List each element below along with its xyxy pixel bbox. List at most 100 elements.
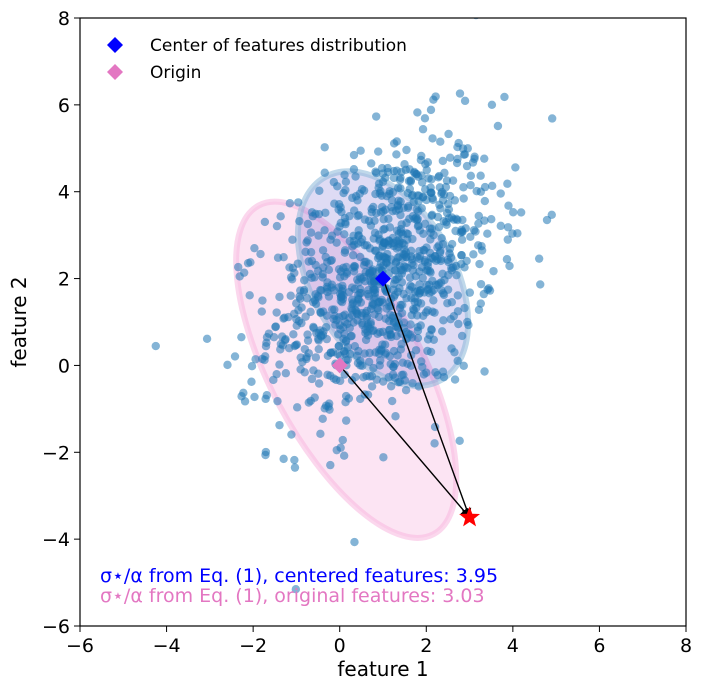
data-point: [447, 239, 457, 249]
data-point: [317, 332, 326, 341]
data-point: [275, 420, 284, 430]
data-point: [294, 306, 303, 315]
data-point: [307, 256, 317, 266]
data-point: [271, 322, 280, 332]
data-point: [341, 391, 351, 401]
data-point: [420, 219, 430, 229]
data-point: [503, 223, 513, 232]
data-point: [381, 314, 390, 323]
data-point: [303, 336, 313, 345]
data-point: [416, 299, 426, 308]
data-point: [457, 251, 466, 260]
data-point: [417, 357, 426, 366]
data-point: [503, 179, 512, 188]
data-point: [275, 292, 284, 302]
data-point: [460, 263, 469, 272]
data-point: [426, 188, 436, 197]
data-point: [395, 252, 404, 261]
data-point: [281, 369, 291, 378]
data-point: [343, 319, 352, 329]
data-point: [341, 398, 350, 407]
data-point: [371, 112, 381, 121]
data-point: [340, 329, 349, 339]
data-point: [338, 311, 348, 321]
data-point: [415, 254, 424, 264]
data-point: [302, 238, 311, 247]
data-point: [340, 248, 350, 257]
data-point: [296, 294, 305, 303]
data-point: [429, 335, 439, 344]
data-point: [500, 92, 509, 102]
data-point: [465, 288, 475, 297]
data-point: [354, 346, 363, 356]
data-point: [374, 349, 384, 358]
data-point: [477, 241, 486, 251]
x-tick-label: −2: [239, 635, 267, 657]
data-point: [450, 348, 459, 357]
data-point: [468, 158, 478, 167]
data-point: [369, 234, 378, 243]
data-point: [202, 334, 212, 344]
data-point: [433, 212, 443, 222]
data-point: [496, 221, 505, 231]
data-point: [414, 207, 423, 216]
data-point: [326, 460, 335, 470]
data-point: [428, 195, 438, 204]
data-point: [483, 229, 492, 238]
data-point: [413, 108, 422, 117]
data-point: [387, 396, 397, 406]
data-point: [341, 349, 350, 359]
data-point: [347, 331, 356, 341]
data-point: [427, 325, 436, 334]
data-point: [338, 435, 347, 445]
y-tick-label: −6: [42, 616, 70, 638]
data-point: [341, 177, 351, 187]
data-point: [444, 129, 453, 139]
data-point: [504, 201, 513, 210]
data-point: [247, 377, 256, 386]
data-point: [426, 228, 435, 237]
data-point: [453, 291, 463, 300]
data-point: [237, 332, 246, 342]
data-point: [454, 319, 463, 329]
data-point: [400, 160, 409, 169]
data-point: [247, 362, 257, 371]
data-point: [392, 150, 401, 159]
data-point: [318, 273, 327, 282]
legend-item-center: Center of features distribution: [107, 36, 407, 56]
data-point: [396, 265, 406, 275]
data-point: [300, 368, 309, 377]
data-point: [305, 269, 315, 279]
data-point: [352, 307, 361, 316]
data-point: [410, 214, 419, 223]
data-point: [306, 228, 316, 237]
data-point: [434, 171, 444, 181]
data-point: [359, 261, 369, 270]
data-point: [330, 305, 339, 314]
data-point: [349, 267, 359, 276]
data-point: [269, 332, 279, 342]
data-point: [450, 196, 460, 205]
data-point: [320, 226, 329, 235]
data-point: [351, 172, 360, 181]
data-point: [430, 252, 440, 261]
data-point: [358, 320, 367, 330]
data-point: [459, 194, 468, 203]
data-point: [503, 235, 512, 244]
data-point: [449, 311, 459, 321]
data-point: [462, 256, 471, 266]
data-point: [290, 463, 300, 472]
data-point: [321, 323, 331, 332]
data-point: [398, 358, 408, 367]
data-point: [272, 308, 281, 317]
data-point: [417, 151, 426, 161]
data-point: [334, 342, 343, 351]
data-point: [393, 183, 403, 192]
data-point: [365, 267, 375, 276]
data-point: [431, 92, 440, 101]
data-point: [452, 270, 461, 280]
data-point: [336, 267, 346, 276]
data-point: [426, 347, 436, 357]
data-point: [151, 341, 160, 351]
